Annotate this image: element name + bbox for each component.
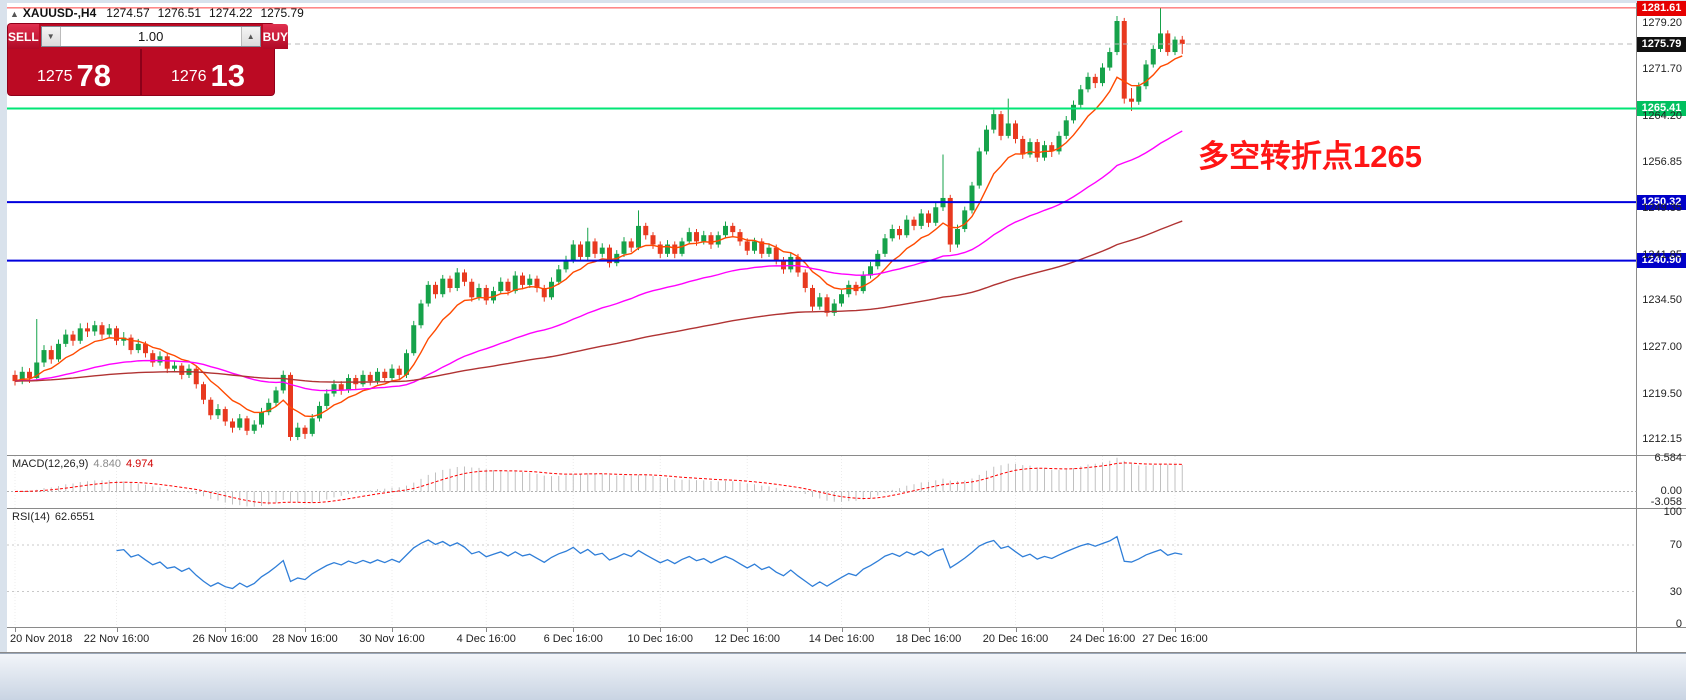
volume-increase-button[interactable]: ▲ <box>240 27 260 46</box>
macd-scale-tick: 6.584 <box>1654 452 1682 464</box>
time-axis-tick <box>573 628 575 632</box>
time-axis-tick <box>1102 628 1104 632</box>
rsi-scale-tick: 30 <box>1669 585 1682 598</box>
volume-stepper: ▼ ▲ <box>40 26 261 47</box>
macd-pane-label: MACD(12,26,9) 4.840 4.974 <box>12 458 153 470</box>
time-axis-label: 24 Dec 16:00 <box>1069 633 1136 645</box>
time-axis-label: 12 Dec 16:00 <box>714 633 780 645</box>
sell-button[interactable]: SELL <box>8 24 39 49</box>
chart-logo-icon: ▲ <box>10 9 19 19</box>
price-scale-tick: 1271.70 <box>1642 63 1682 76</box>
chart-header: ▲ XAUUSD-,H4 1274.57 1276.51 1274.22 1275.79 <box>10 6 312 20</box>
time-axis-label: 6 Dec 16:00 <box>543 633 603 645</box>
time-axis-label: 18 Dec 16:00 <box>895 633 962 645</box>
buy-button[interactable]: BUY <box>262 24 289 49</box>
time-axis-tick <box>15 628 16 632</box>
rsi-value: 62.6551 <box>54 511 95 523</box>
price-scale[interactable] <box>1637 3 1686 652</box>
price-scale-tick: 1241.85 <box>1642 248 1682 261</box>
price-scale-tick: 1234.50 <box>1642 294 1682 307</box>
symbol-period-label: XAUUSD-,H4 <box>22 6 97 20</box>
chevron-up-icon: ▲ <box>246 32 255 41</box>
price-line-label: 1265.41 <box>1637 100 1686 116</box>
chevron-down-icon: ▼ <box>46 32 55 41</box>
time-axis-tick <box>305 628 306 632</box>
price-scale-tick: 1256.85 <box>1642 155 1682 168</box>
sell-price-pips: 78 <box>76 58 112 94</box>
time-axis-tick <box>747 628 749 632</box>
time-axis-label: 28 Nov 16:00 <box>272 633 338 645</box>
macd-scale-tick: -3.058 <box>1650 496 1682 508</box>
macd-signal-value: 4.974 <box>125 458 154 470</box>
buy-price-pips: 13 <box>210 58 246 94</box>
price-scale-tick: 1249.35 <box>1642 202 1682 215</box>
rsi-scale-tick: 70 <box>1669 538 1682 551</box>
time-axis-tick <box>928 628 930 632</box>
time-axis-label: 20 Nov 2018 <box>10 633 73 645</box>
rsi-pane-label: RSI(14) 62.6551 <box>12 511 95 523</box>
volume-input[interactable] <box>60 27 241 46</box>
macd-indicator-name: MACD(12,26,9) <box>12 458 89 470</box>
time-axis-tick <box>225 628 227 632</box>
time-axis-tick <box>1015 628 1017 632</box>
macd-scale-tick: 0.00 <box>1660 485 1682 498</box>
rsi-scale-tick: 100 <box>1663 506 1682 518</box>
bar-open-value: 1274.57 <box>106 6 150 20</box>
time-axis-label: 20 Dec 16:00 <box>982 633 1049 645</box>
price-scale-tick: 1279.20 <box>1642 16 1682 29</box>
sell-price-display: 1275 78 <box>8 49 140 95</box>
trend-annotation: 多空转折点1265 <box>1198 139 1422 174</box>
price-divider <box>140 49 142 95</box>
time-axis-label: 14 Dec 16:00 <box>808 633 875 645</box>
window-bottom-strip <box>0 653 1686 700</box>
time-axis-tick <box>841 628 843 632</box>
volume-decrease-button[interactable]: ▼ <box>41 27 61 46</box>
price-scale-tick: 1219.50 <box>1642 387 1682 400</box>
time-axis-label: 4 Dec 16:00 <box>456 633 516 645</box>
time-axis-tick <box>660 628 662 632</box>
sell-price-main: 1275 <box>36 68 73 85</box>
price-line-label: 1281.61 <box>1637 1 1686 16</box>
time-axis-label: 27 Dec 16:00 <box>1142 633 1208 645</box>
price-scale-tick: 1212.15 <box>1642 433 1682 446</box>
time-axis-tick <box>486 628 488 632</box>
time-axis-tick <box>1175 628 1176 632</box>
price-scale-tick: 1264.20 <box>1642 110 1682 122</box>
one-click-trading-panel: SELL ▼ ▲ BUY 1275 78 1276 13 <box>8 24 289 95</box>
macd-main-value: 4.840 <box>93 458 121 470</box>
bar-low-value: 1274.22 <box>209 6 253 20</box>
time-axis-tick <box>116 628 118 632</box>
price-scale-tick: 1227.00 <box>1642 340 1682 353</box>
time-scale[interactable] <box>7 628 1636 652</box>
bar-high-value: 1276.51 <box>157 6 202 20</box>
rsi-scale-tick: 0 <box>1675 618 1682 630</box>
price-line-label: 1250.32 <box>1637 194 1686 210</box>
time-axis-label: 26 Nov 16:00 <box>192 633 258 645</box>
price-line-label: 1275.79 <box>1637 36 1686 52</box>
time-axis-label: 10 Dec 16:00 <box>627 633 693 645</box>
time-axis-tick <box>392 628 393 632</box>
price-line-label: 1240.90 <box>1637 253 1686 269</box>
bar-close-value: 1275.79 <box>260 6 304 20</box>
rsi-indicator-name: RSI(14) <box>12 511 50 523</box>
buy-price-main: 1276 <box>170 68 207 85</box>
time-axis-label: 22 Nov 16:00 <box>83 633 150 645</box>
buy-price-display: 1276 13 <box>142 49 274 95</box>
time-axis-label: 30 Nov 16:00 <box>359 633 425 645</box>
